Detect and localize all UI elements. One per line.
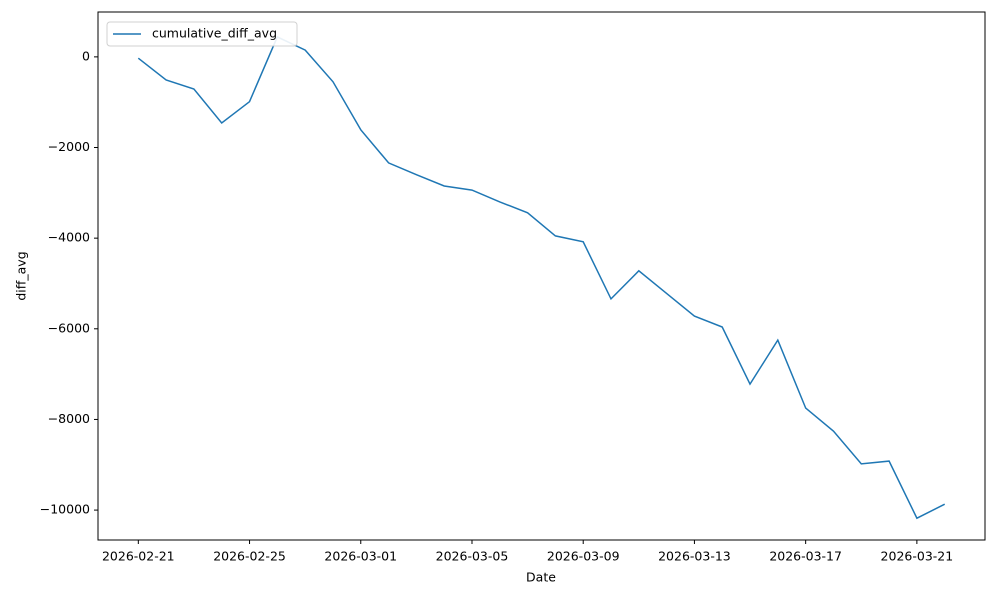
y-axis-label: diff_avg	[14, 251, 29, 300]
x-tick-label: 2026-03-13	[658, 549, 731, 564]
y-tick-label: −10000	[40, 502, 90, 517]
plot-frame	[97, 11, 986, 541]
y-tick-label: −2000	[48, 139, 90, 154]
y-tick-label: −8000	[48, 411, 90, 426]
y-tick-label: −4000	[48, 230, 90, 245]
x-tick-label: 2026-03-21	[881, 549, 954, 564]
x-tick-label: 2026-02-25	[213, 549, 286, 564]
legend-box	[106, 21, 298, 47]
y-tick-label: 0	[82, 48, 90, 63]
x-tick-label: 2026-03-09	[547, 549, 620, 564]
legend-label: cumulative_diff_avg	[152, 26, 277, 41]
x-tick-label: 2026-03-17	[769, 549, 842, 564]
x-tick-label: 2026-03-01	[324, 549, 397, 564]
y-tick-label: −6000	[48, 320, 90, 335]
x-axis-label: Date	[526, 570, 556, 585]
series-line	[137, 35, 946, 520]
x-tick-label: 2026-02-21	[102, 549, 175, 564]
x-tick-label: 2026-03-05	[436, 549, 509, 564]
